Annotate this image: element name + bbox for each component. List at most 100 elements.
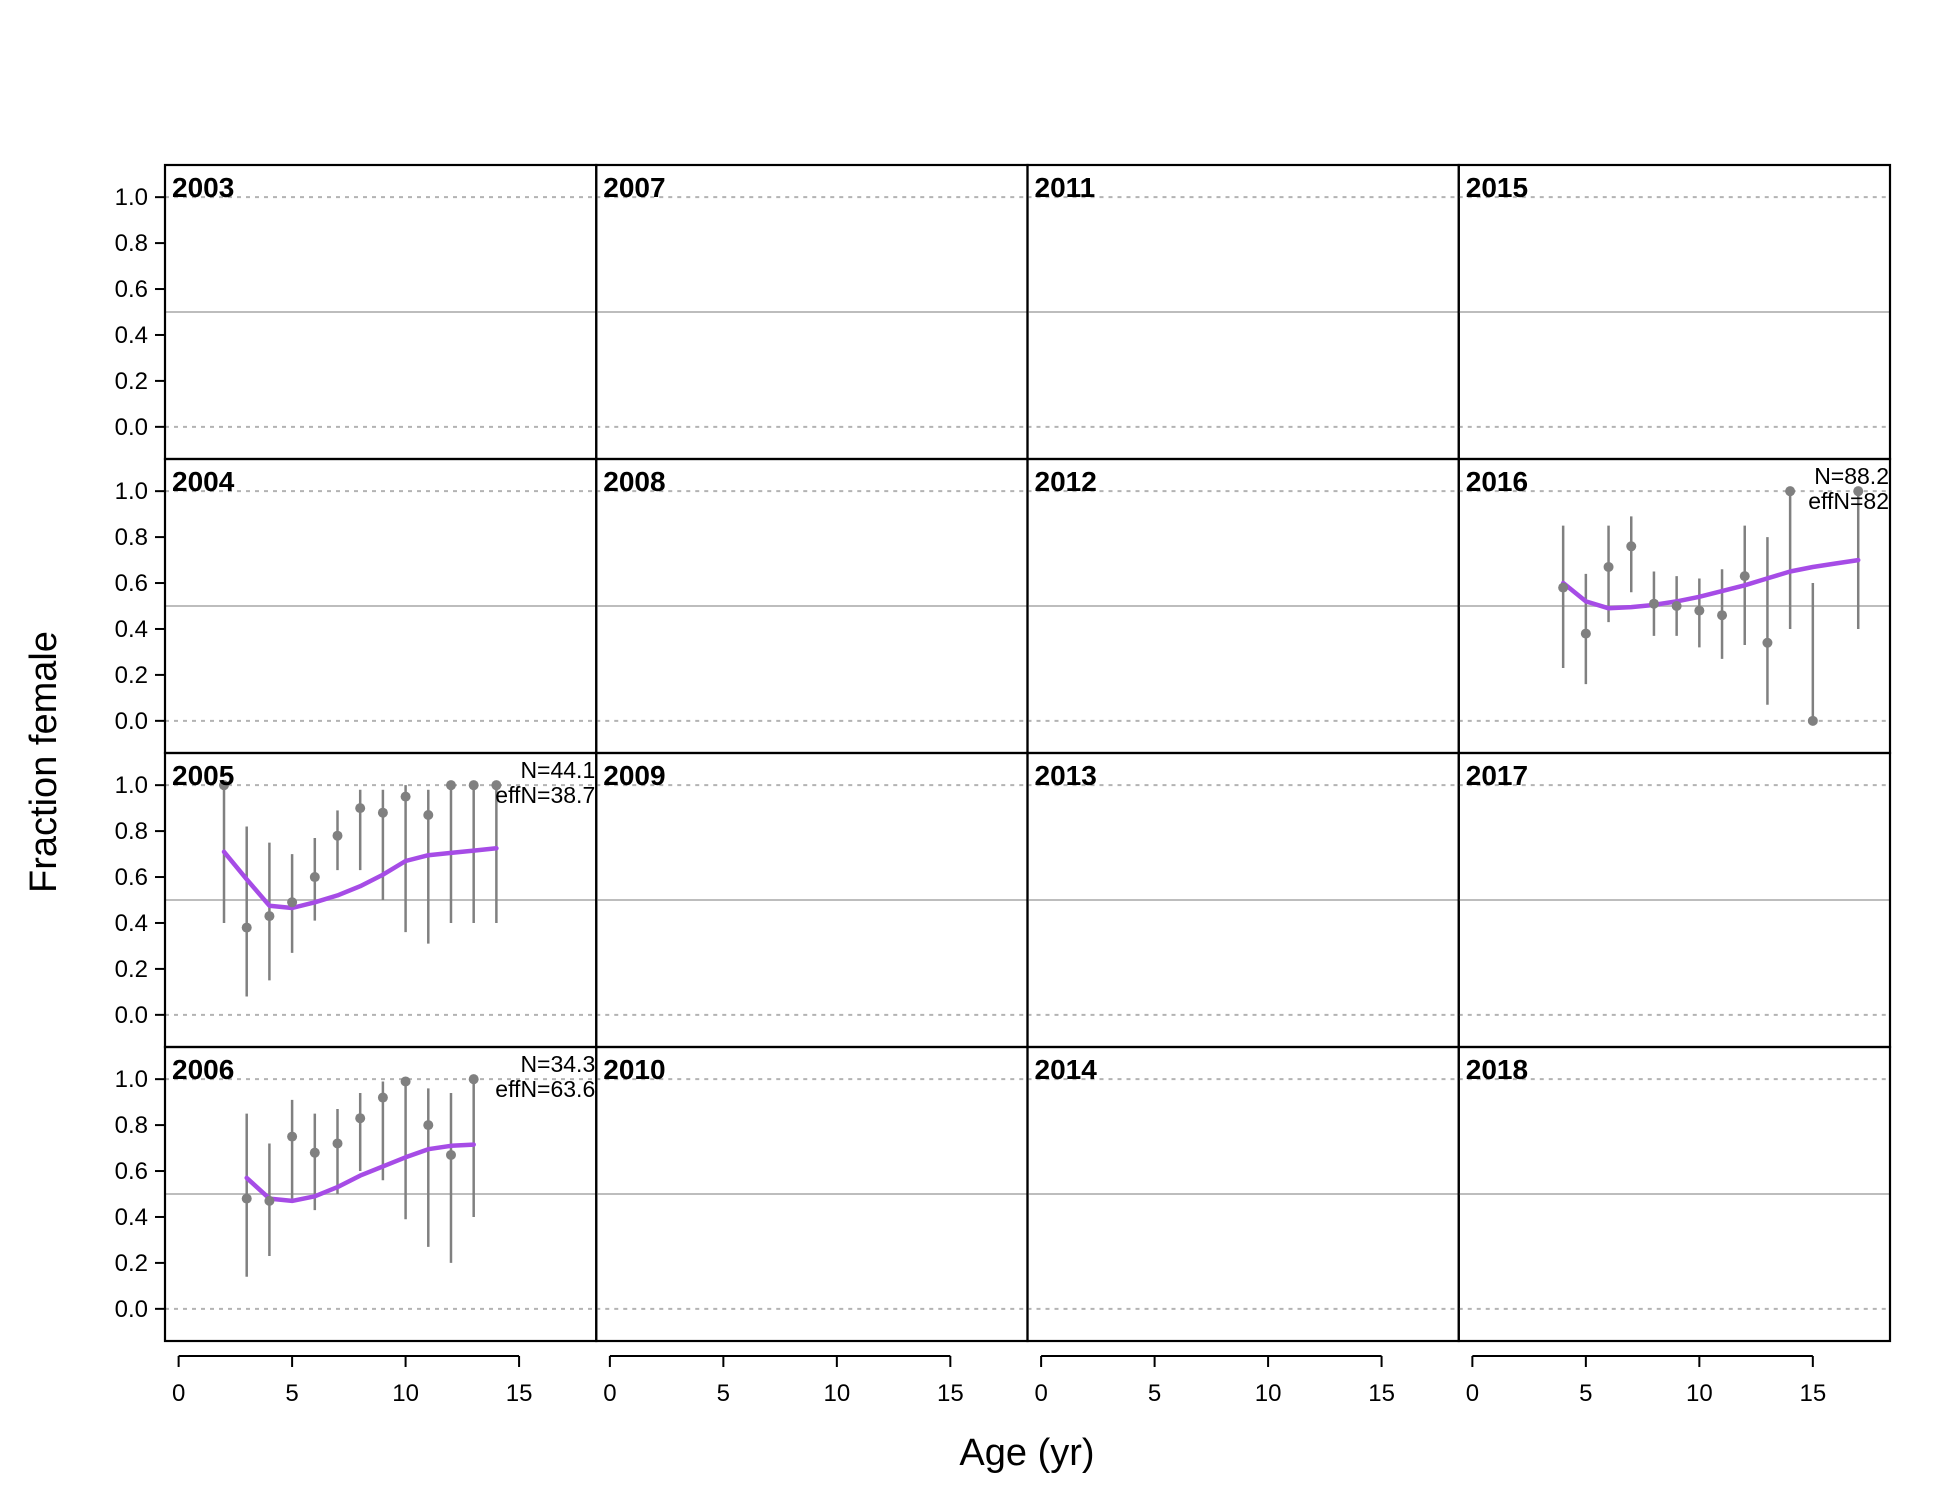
x-tick-label: 0 (172, 1380, 185, 1407)
expected-line (1560, 557, 1861, 611)
sample-size-label: N=88.2 (1814, 463, 1889, 489)
axes-layer: 0.0 0.2 0.4 0.6 0.8 1.0 0.0 0.2 0.4 0.6 0.8 1.0 0.0 0… (115, 184, 1827, 1407)
observed-point (355, 1113, 366, 1124)
panel-2003: 2003 (163, 163, 598, 461)
expected-line (221, 846, 499, 911)
effective-sample-size-label: effN=63.6 (495, 1076, 595, 1102)
observed-point (1603, 561, 1614, 572)
x-tick-label: 10 (823, 1380, 850, 1407)
observed-point (423, 1120, 434, 1131)
panel-year-label: 2016 (1466, 466, 1528, 497)
y-tick-label: 1.0 (115, 184, 148, 211)
panel-year-label: 2018 (1466, 1054, 1528, 1085)
observed-point (1558, 582, 1569, 593)
observed-point (1785, 486, 1796, 497)
panel-frame (1457, 1045, 1892, 1343)
panel-year-label: 2006 (172, 1054, 234, 1085)
x-tick-label: 10 (1686, 1380, 1713, 1407)
y-tick-label: 0.2 (115, 1250, 148, 1277)
observed-point (309, 1147, 320, 1158)
panel-2009: 2009 (595, 751, 1029, 1049)
y-tick-label: 0.6 (115, 276, 148, 303)
observed-point (1694, 605, 1705, 616)
y-tick-label: 0.4 (115, 910, 148, 937)
panel-year-label: 2013 (1035, 760, 1097, 791)
observed-point (355, 803, 366, 814)
observed-point (400, 1076, 411, 1087)
panel-2015: 2015 (1457, 163, 1892, 461)
observed-point (1739, 571, 1750, 582)
observed-point (491, 780, 502, 791)
x-tick-label: 15 (506, 1380, 533, 1407)
y-tick-label: 0.8 (115, 524, 148, 551)
observed-point (377, 1092, 388, 1103)
x-tick-label: 5 (285, 1380, 298, 1407)
panel-2013: 2013 (1026, 751, 1460, 1049)
y-tick-label: 0.2 (115, 662, 148, 689)
observed-point (241, 1193, 252, 1204)
panel-2012: 2012 (1026, 457, 1460, 755)
observed-point (1853, 486, 1864, 497)
y-axis-title: Fraction female (23, 631, 65, 893)
panel-year-label: 2007 (603, 172, 665, 203)
panel-year-label: 2010 (603, 1054, 665, 1085)
observed-point (468, 780, 479, 791)
x-tick-label: 10 (1255, 1380, 1282, 1407)
panel-2011: 2011 (1026, 163, 1460, 461)
y-tick-label: 0.6 (115, 1158, 148, 1185)
panel-2007: 2007 (595, 163, 1029, 461)
observed-point (377, 807, 388, 818)
y-tick-label: 1.0 (115, 478, 148, 505)
panel-year-label: 2003 (172, 172, 234, 203)
observed-point (264, 1195, 275, 1206)
observed-point (1626, 541, 1637, 552)
observed-point (1807, 715, 1818, 726)
x-tick-label: 0 (1034, 1380, 1047, 1407)
observed-point (309, 872, 320, 883)
effective-sample-size-label: effN=82 (1808, 488, 1889, 514)
panel-2014: 2014 (1026, 1045, 1460, 1343)
x-tick-label: 5 (1148, 1380, 1161, 1407)
x-axis-title: Age (yr) (959, 1432, 1094, 1474)
y-tick-label: 0.2 (115, 956, 148, 983)
observed-point (332, 830, 343, 841)
x-tick-label: 15 (1799, 1380, 1826, 1407)
y-tick-label: 0.2 (115, 368, 148, 395)
expected-line (244, 1142, 476, 1204)
y-tick-label: 0.0 (115, 708, 148, 735)
observed-point (1762, 637, 1773, 648)
observed-point (241, 922, 252, 933)
x-tick-label: 10 (392, 1380, 419, 1407)
panel-2018: 2018 (1457, 1045, 1892, 1343)
sample-size-label: N=34.3 (520, 1051, 595, 1077)
sample-size-label: N=44.1 (520, 757, 595, 783)
y-tick-label: 0.4 (115, 322, 148, 349)
panel-year-label: 2009 (603, 760, 665, 791)
panel-2008: 2008 (595, 457, 1029, 755)
panel-year-label: 2008 (603, 466, 665, 497)
effective-sample-size-label: effN=38.7 (495, 782, 595, 808)
observed-point (332, 1138, 343, 1149)
y-tick-label: 0.6 (115, 864, 148, 891)
panel-year-label: 2017 (1466, 760, 1528, 791)
observed-point (1580, 628, 1591, 639)
y-tick-label: 0.6 (115, 570, 148, 597)
observed-point (400, 791, 411, 802)
panel-year-label: 2015 (1466, 172, 1528, 203)
observed-point (445, 780, 456, 791)
y-tick-label: 0.0 (115, 1002, 148, 1029)
observed-point (1717, 610, 1728, 621)
panel-year-label: 2005 (172, 760, 234, 791)
y-tick-label: 0.8 (115, 818, 148, 845)
x-tick-label: 5 (717, 1380, 730, 1407)
x-tick-label: 0 (1466, 1380, 1479, 1407)
panel-year-label: 2011 (1035, 172, 1096, 203)
y-tick-label: 0.8 (115, 1112, 148, 1139)
panel-2004: 2004 (163, 457, 598, 755)
observed-point (1648, 598, 1659, 609)
y-tick-label: 0.4 (115, 1204, 148, 1231)
